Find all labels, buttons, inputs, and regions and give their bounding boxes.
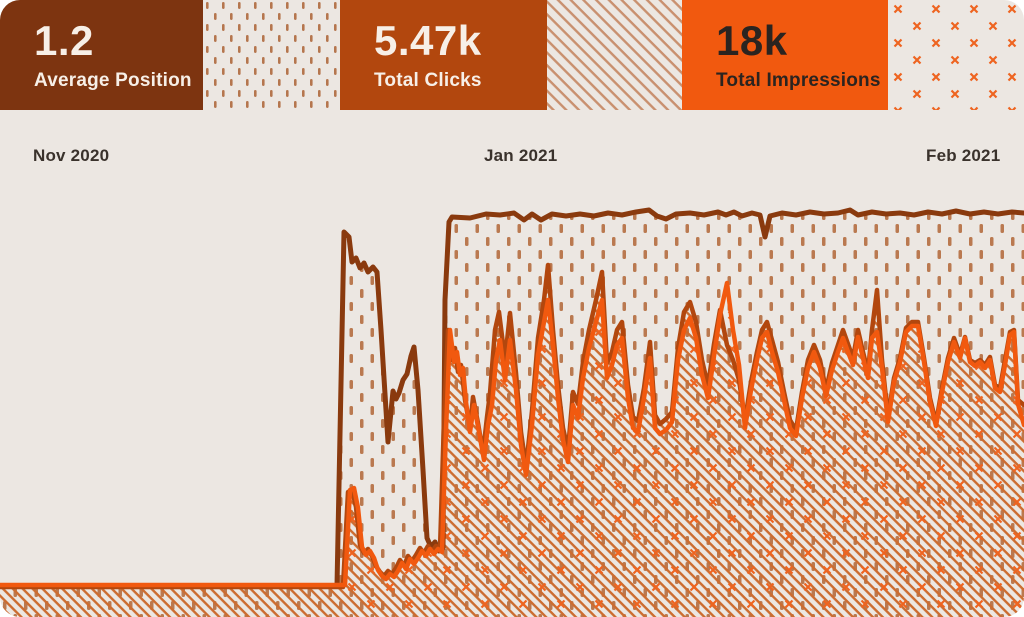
average-position-label: Average Position <box>34 70 192 92</box>
axis-label-jan-2021: Jan 2021 <box>484 146 558 165</box>
total-clicks-value: 5.47k <box>374 17 482 64</box>
average-position-value: 1.2 <box>34 17 94 64</box>
x-pattern-block <box>888 0 1024 110</box>
total-impressions-value: 18k <box>716 17 788 64</box>
kpi-card-total-clicks: 5.47k Total Clicks <box>340 0 547 110</box>
kpi-card-total-impressions: 18k Total Impressions <box>682 0 888 110</box>
diagonal-pattern-block <box>547 0 682 110</box>
dash-pattern-block <box>203 0 340 110</box>
axis-label-nov-2020: Nov 2020 <box>33 146 110 165</box>
total-clicks-label: Total Clicks <box>374 70 482 92</box>
kpi-card-average-position: 1.2 Average Position <box>0 0 203 110</box>
kpi-strip: 1.2 Average Position 5.47k Total Clicks <box>0 0 1024 110</box>
total-impressions-label: Total Impressions <box>716 70 881 92</box>
total-impressions-line <box>0 280 1024 588</box>
axis-label-feb-2021: Feb 2021 <box>926 146 1001 165</box>
average-position-line <box>0 207 1024 589</box>
